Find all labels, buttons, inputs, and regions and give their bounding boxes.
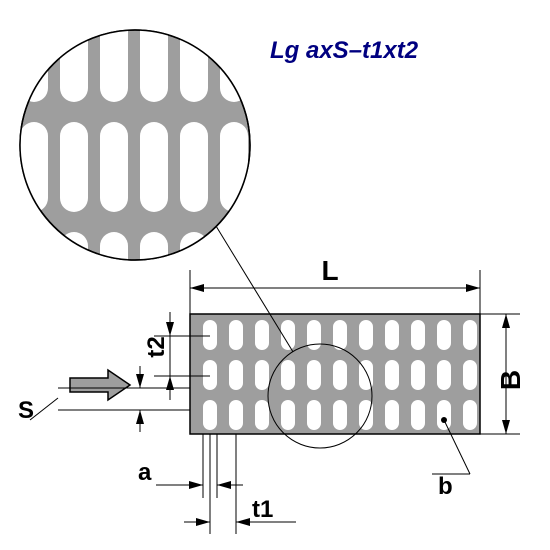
- slot: [307, 360, 321, 390]
- diagram-title: Lg axS–t1xt2: [270, 37, 419, 64]
- slot: [307, 400, 321, 430]
- slot: [203, 400, 217, 430]
- dim-label-a: a: [138, 459, 152, 486]
- slot: [333, 320, 347, 350]
- technical-diagram: Lg axS–t1xt2 L Bt2 Sa t1 b: [0, 0, 550, 550]
- slot: [437, 320, 451, 350]
- slot: [255, 320, 269, 350]
- dim-label-b: b: [438, 473, 453, 500]
- slot: [333, 400, 347, 430]
- slot: [203, 320, 217, 350]
- dim-label-t2: t2: [143, 336, 170, 357]
- slot: [463, 400, 477, 430]
- slot: [463, 320, 477, 350]
- slot: [203, 360, 217, 390]
- slot: [281, 400, 295, 430]
- dim-label-S: S: [18, 397, 34, 424]
- slot: [385, 320, 399, 350]
- dim-label-L: L: [321, 255, 338, 286]
- slot: [255, 360, 269, 390]
- dim-label-t1: t1: [252, 496, 273, 523]
- detail-view: [20, 30, 250, 260]
- slot: [385, 400, 399, 430]
- slot: [411, 360, 425, 390]
- slot: [359, 320, 373, 350]
- slot: [437, 360, 451, 390]
- slot: [463, 360, 477, 390]
- slot: [281, 360, 295, 390]
- slot: [437, 400, 451, 430]
- slot: [385, 360, 399, 390]
- slot: [229, 400, 243, 430]
- direction-arrow-icon: [70, 370, 130, 400]
- slot: [411, 320, 425, 350]
- slot: [255, 400, 269, 430]
- slot: [229, 320, 243, 350]
- slot: [411, 400, 425, 430]
- dim-label-B: B: [495, 370, 526, 390]
- slot: [229, 360, 243, 390]
- slot: [333, 360, 347, 390]
